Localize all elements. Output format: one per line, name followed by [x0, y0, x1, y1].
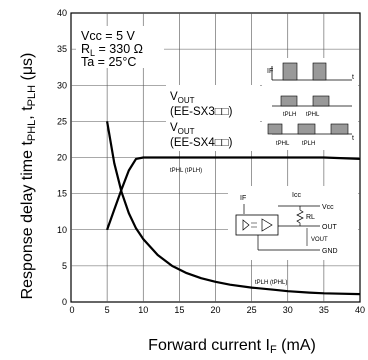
condition-vcc: Vcc = 5 V	[81, 29, 136, 43]
x-tick-label: 15	[174, 305, 184, 315]
x-axis-title-unit: (mA)	[277, 337, 316, 354]
test-circuit: IF Icc Vcc RL OUT VOUT GND	[228, 186, 358, 260]
curve-label-tplh: tPLH (tPHL)	[255, 280, 287, 286]
series-line-2	[106, 121, 361, 296]
condition-rl-symbol: R	[81, 42, 90, 56]
condition-rl-value: = 330 Ω	[95, 42, 143, 56]
circuit-light-arrows	[251, 222, 257, 228]
x-tick-label: 40	[355, 305, 365, 315]
test-conditions: Vcc = 5 V RL = 330 Ω Ta = 25°C	[76, 26, 164, 69]
condition-rl-sub: L	[90, 48, 95, 58]
vout1-sub: OUT	[178, 96, 195, 105]
model2-label: (EE-SX4□□)	[170, 137, 233, 149]
curve-label-tphl: tPHL (tPLH)	[170, 168, 202, 174]
circuit-amp-symbol	[261, 218, 273, 232]
x-axis-title-sub: F	[270, 344, 277, 356]
timing-if-label: IF	[267, 68, 273, 75]
circuit-icc-label: Icc	[292, 192, 301, 199]
curve-labels: tPHL (tPLH) tPLH (tPHL)	[170, 168, 287, 286]
circuit-vout-label: VOUT	[311, 237, 328, 243]
timing-out2-pulse1	[267, 123, 283, 135]
timing-out2-pulse3	[330, 123, 349, 135]
x-axis-title-main: Forward current I	[148, 337, 270, 354]
y-axis-title-main: Response delay time t	[19, 141, 36, 300]
y-tick-label: 40	[57, 8, 67, 18]
y-axis-title: Response delay time tPHL, tPLH (μs)	[19, 53, 38, 300]
y-tick-label: 30	[57, 80, 67, 90]
circuit-gnd-label: GND	[322, 248, 338, 255]
timing-out1-pulse2	[312, 95, 330, 107]
x-tick-label: 0	[69, 305, 74, 315]
vout1-label: VOUT	[170, 91, 195, 105]
vout-annotations-background	[166, 85, 260, 151]
circuit-rl-label: RL	[306, 214, 315, 221]
y-axis-title-mid: , t	[19, 106, 36, 120]
circuit-out-label: OUT	[322, 224, 338, 231]
x-axis-title: Forward current IF (mA)	[148, 337, 316, 356]
vout1-symbol: V	[170, 91, 178, 103]
vout2-sub: OUT	[178, 127, 195, 136]
circuit-rl-resistor	[296, 206, 304, 226]
y-tick-label: 15	[57, 189, 67, 199]
x-tick-label: 35	[319, 305, 329, 315]
circuit-vcc-label: Vcc	[322, 204, 334, 211]
ticks-layer: 0 5 10 15 20 25 30 35 40 0 5 10 15 20 25 30 35 40	[57, 8, 365, 315]
series-line-1	[106, 156, 361, 231]
y-tick-label: 35	[57, 44, 67, 54]
series-layer	[106, 121, 361, 296]
y-tick-label: 5	[62, 261, 67, 271]
vout2-symbol: V	[170, 122, 178, 134]
x-tick-label: 10	[138, 305, 148, 315]
timing-out1-pulse1	[280, 95, 298, 107]
vout-annotations: VOUT (EE-SX3□□) VOUT (EE-SX4□□)	[166, 85, 260, 151]
test-circuit-background	[228, 186, 358, 260]
model1-label: (EE-SX3□□)	[170, 106, 233, 118]
x-tick-label: 30	[283, 305, 293, 315]
timing-tplh-label-2: tPLH	[302, 141, 315, 147]
timing-tphl-label-2: tPHL	[276, 141, 290, 147]
x-tick-label: 20	[210, 305, 220, 315]
condition-rl: RL = 330 Ω	[81, 42, 143, 58]
timing-diagram-background	[262, 58, 358, 150]
y-axis-title-sub1: PHL	[26, 120, 38, 141]
y-tick-label: 10	[57, 225, 67, 235]
timing-diagram: IF t tPLH tPHL tPHL tPLH t	[262, 58, 358, 150]
circuit-if-label: IF	[240, 195, 246, 202]
timing-tphl-label-1: tPHL	[306, 112, 320, 118]
y-tick-label: 0	[62, 297, 67, 307]
vout2-label: VOUT	[170, 122, 195, 136]
x-tick-label: 5	[105, 305, 110, 315]
timing-if-pulse1	[282, 62, 298, 81]
y-tick-label: 20	[57, 153, 67, 163]
timing-t-label-top: t	[352, 74, 354, 81]
timing-tplh-label-1: tPLH	[283, 112, 296, 118]
x-tick-label: 25	[247, 305, 257, 315]
y-axis-title-sub2: PLH	[26, 85, 38, 106]
conditions-background	[76, 26, 164, 68]
timing-out2-pulse2	[297, 123, 316, 135]
y-axis-title-unit: (μs)	[19, 53, 36, 85]
circuit-led-symbol	[242, 219, 250, 231]
y-tick-label: 25	[57, 116, 67, 126]
timing-if-pulse2	[312, 62, 327, 81]
timing-t-label-bottom: t	[352, 135, 354, 142]
circuit-sensor-body	[235, 214, 279, 236]
condition-ta: Ta = 25°C	[81, 55, 136, 69]
